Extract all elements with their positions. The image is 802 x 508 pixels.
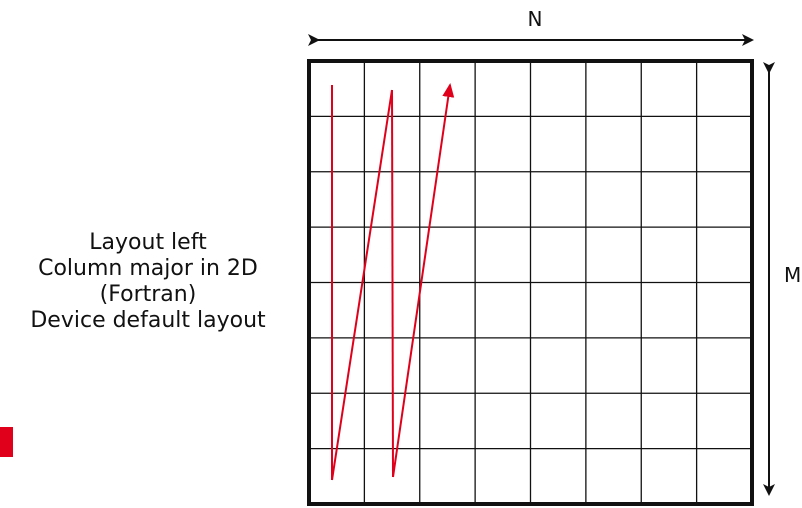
matrix-border	[307, 59, 754, 506]
traversal-diagonal-1	[331, 89, 393, 481]
traversal-arrow	[392, 83, 455, 478]
m-label: M	[784, 263, 801, 287]
column-major-traversal-path	[331, 83, 455, 481]
red-accent-mark	[0, 427, 13, 457]
caption-line: Device default layout	[30, 308, 266, 333]
traversal-column-2	[391, 89, 394, 478]
caption-line: Column major in 2D	[38, 256, 258, 281]
caption-line: Layout left	[89, 230, 207, 255]
caption-line: (Fortran)	[99, 282, 197, 307]
layout-caption: Layout left Column major in 2D (Fortran)…	[0, 230, 296, 334]
matrix-grid	[309, 61, 752, 504]
n-label: N	[528, 7, 543, 31]
